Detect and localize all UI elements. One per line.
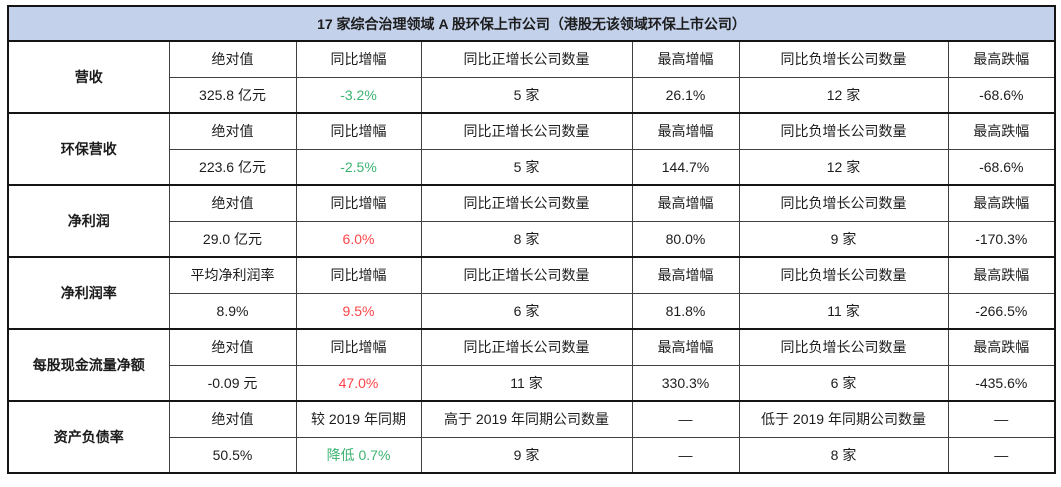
metric-value-cell: 11 家	[738, 292, 949, 330]
metric-header-cell: 同比正增长公司数量	[420, 40, 633, 78]
table-row: 50.5% 降低 0.7% 9 家 — 8 家 —	[8, 436, 1056, 474]
delta-value-cell: -2.5%	[295, 148, 422, 186]
metric-header-cell: 绝对值	[168, 40, 297, 78]
table-row: 223.6 亿元 -2.5% 5 家 144.7% 12 家 -68.6%	[8, 148, 1056, 186]
table-row: 325.8 亿元 -3.2% 5 家 26.1% 12 家 -68.6%	[8, 76, 1056, 114]
metric-header-cell: 最高跌幅	[947, 256, 1056, 294]
metric-value-cell: 6 家	[738, 364, 949, 402]
metric-header-cell: 同比负增长公司数量	[738, 184, 949, 222]
metric-header-cell: 同比负增长公司数量	[738, 256, 949, 294]
table-title-row: 17 家综合治理领域 A 股环保上市公司（港股无该领域环保上市公司）	[6, 5, 1057, 42]
metric-value-cell: 144.7%	[631, 148, 740, 186]
metric-header-cell: 绝对值	[168, 184, 297, 222]
metric-value-cell: 325.8 亿元	[168, 76, 297, 114]
metric-header-cell: 高于 2019 年同期公司数量	[420, 400, 633, 438]
metric-header-cell: —	[947, 400, 1056, 438]
metric-value-cell: 81.8%	[631, 292, 740, 330]
metric-value-cell: 6 家	[420, 292, 633, 330]
delta-value-cell: 降低 0.7%	[295, 436, 422, 474]
metric-header-cell: 同比负增长公司数量	[738, 112, 949, 150]
metric-value-cell: -68.6%	[947, 148, 1056, 186]
metric-header-cell: 最高增幅	[631, 256, 740, 294]
metric-value-cell: 9 家	[420, 436, 633, 474]
delta-value-cell: -3.2%	[295, 76, 422, 114]
row-group-label: 每股现金流量净额	[7, 328, 170, 402]
row-group-label: 营收	[7, 40, 170, 114]
metric-value-cell: 50.5%	[168, 436, 297, 474]
row-group-label: 环保营收	[7, 112, 170, 186]
row-group-label: 净利润	[7, 184, 170, 258]
table-row: 环保营收 绝对值 同比增幅 同比正增长公司数量 最高增幅 同比负增长公司数量 最…	[7, 112, 1056, 186]
table-row: 净利润率 平均净利润率 同比增幅 同比正增长公司数量 最高增幅 同比负增长公司数…	[7, 256, 1056, 330]
metric-value-cell: 8 家	[738, 436, 949, 474]
metric-header-cell: 同比增幅	[295, 184, 422, 222]
metric-header-cell: 同比正增长公司数量	[420, 256, 633, 294]
metric-value-cell: 12 家	[738, 76, 949, 114]
metric-header-cell: 同比负增长公司数量	[738, 40, 949, 78]
metric-header-cell: 绝对值	[168, 328, 297, 366]
metric-value-cell: -435.6%	[947, 364, 1056, 402]
metric-header-cell: 同比负增长公司数量	[738, 328, 949, 366]
delta-value-cell: 9.5%	[295, 292, 422, 330]
metric-value-cell: -0.09 元	[168, 364, 297, 402]
table-row: 资产负债率 绝对值 较 2019 年同期 高于 2019 年同期公司数量 — 低…	[7, 400, 1056, 474]
metric-value-cell: -266.5%	[947, 292, 1056, 330]
row-group-label: 净利润率	[7, 256, 170, 330]
metric-value-cell: 223.6 亿元	[168, 148, 297, 186]
metric-header-cell: 最高增幅	[631, 184, 740, 222]
metric-header-cell: 最高跌幅	[947, 112, 1056, 150]
table-title: 17 家综合治理领域 A 股环保上市公司（港股无该领域环保上市公司）	[6, 5, 1057, 42]
metric-header-cell: 同比正增长公司数量	[420, 328, 633, 366]
table-row: 29.0 亿元 6.0% 8 家 80.0% 9 家 -170.3%	[8, 220, 1056, 258]
metric-header-cell: 较 2019 年同期	[295, 400, 422, 438]
metric-header-cell: 同比增幅	[295, 40, 422, 78]
delta-value-cell: 47.0%	[295, 364, 422, 402]
metric-header-cell: 同比增幅	[295, 112, 422, 150]
metric-header-cell: 绝对值	[168, 400, 297, 438]
metric-header-cell: 同比增幅	[295, 328, 422, 366]
table-row: 每股现金流量净额 绝对值 同比增幅 同比正增长公司数量 最高增幅 同比负增长公司…	[7, 328, 1056, 402]
metric-value-cell: -170.3%	[947, 220, 1056, 258]
metric-header-cell: 最高跌幅	[947, 40, 1056, 78]
metric-value-cell: 5 家	[420, 148, 633, 186]
metric-header-cell: 同比正增长公司数量	[420, 184, 633, 222]
metric-value-cell: 8 家	[420, 220, 633, 258]
delta-value-cell: 6.0%	[295, 220, 422, 258]
metric-header-cell: —	[631, 400, 740, 438]
metric-header-cell: 最高增幅	[631, 112, 740, 150]
metric-value-cell: 5 家	[420, 76, 633, 114]
metric-value-cell: 26.1%	[631, 76, 740, 114]
metric-value-cell: 11 家	[420, 364, 633, 402]
metric-value-cell: 29.0 亿元	[168, 220, 297, 258]
metric-header-cell: 同比正增长公司数量	[420, 112, 633, 150]
metric-value-cell: 80.0%	[631, 220, 740, 258]
metric-header-cell: 最高增幅	[631, 328, 740, 366]
metric-header-cell: 低于 2019 年同期公司数量	[738, 400, 949, 438]
table-row: 营收 绝对值 同比增幅 同比正增长公司数量 最高增幅 同比负增长公司数量 最高跌…	[7, 40, 1056, 114]
row-group-label: 资产负债率	[7, 400, 170, 474]
report-table: 17 家综合治理领域 A 股环保上市公司（港股无该领域环保上市公司） 营收 绝对…	[6, 5, 1057, 474]
table-row: 净利润 绝对值 同比增幅 同比正增长公司数量 最高增幅 同比负增长公司数量 最高…	[7, 184, 1056, 258]
metric-value-cell: 12 家	[738, 148, 949, 186]
metric-value-cell: 9 家	[738, 220, 949, 258]
table-row: 8.9% 9.5% 6 家 81.8% 11 家 -266.5%	[8, 292, 1056, 330]
metric-value-cell: -68.6%	[947, 76, 1056, 114]
metric-header-cell: 最高跌幅	[947, 328, 1056, 366]
metric-header-cell: 平均净利润率	[168, 256, 297, 294]
table-row: -0.09 元 47.0% 11 家 330.3% 6 家 -435.6%	[8, 364, 1056, 402]
metric-header-cell: 最高跌幅	[947, 184, 1056, 222]
metric-header-cell: 绝对值	[168, 112, 297, 150]
metric-value-cell: —	[631, 436, 740, 474]
metric-value-cell: —	[947, 436, 1056, 474]
metric-header-cell: 最高增幅	[631, 40, 740, 78]
metric-value-cell: 330.3%	[631, 364, 740, 402]
metric-value-cell: 8.9%	[168, 292, 297, 330]
metric-header-cell: 同比增幅	[295, 256, 422, 294]
